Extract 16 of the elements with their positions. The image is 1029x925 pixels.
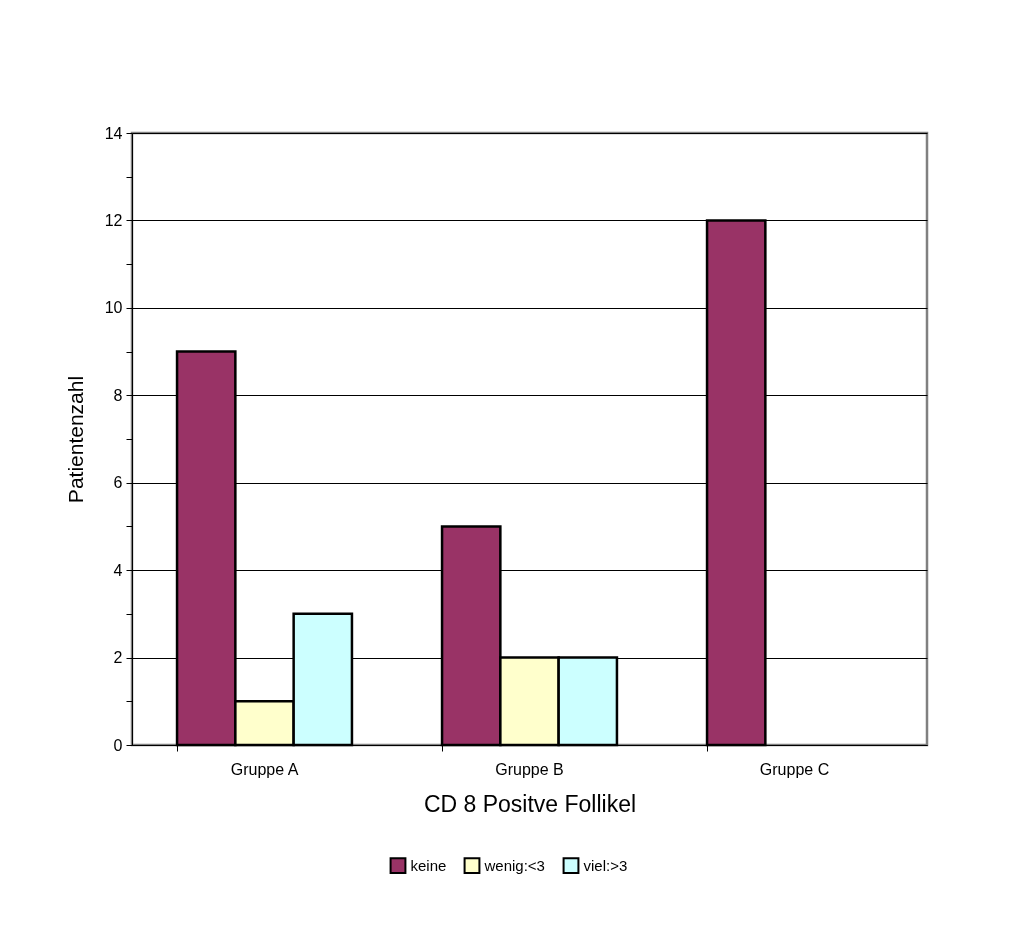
y-tick-label: 10 <box>104 299 123 317</box>
x-axis-title: CD 8 Positve Follikel <box>423 790 637 817</box>
legend-label: viel:>3 <box>583 856 628 874</box>
y-tick-label: 14 <box>104 124 123 142</box>
y-tick-label: 8 <box>113 386 123 404</box>
y-tick-label: 0 <box>113 736 123 754</box>
y-axis-title: Patientenzahl <box>63 375 87 504</box>
y-tick-label: 12 <box>104 211 123 229</box>
y-tick-label: 2 <box>113 649 123 667</box>
y-tick-label: 4 <box>113 561 123 579</box>
legend-label: wenig:<3 <box>483 856 545 874</box>
legend-label: keine <box>410 856 447 874</box>
x-tick-label: Gruppe A <box>230 760 299 778</box>
y-tick-label: 6 <box>113 474 123 492</box>
x-tick-label: Gruppe B <box>495 760 564 778</box>
x-tick-label: Gruppe C <box>759 760 830 778</box>
